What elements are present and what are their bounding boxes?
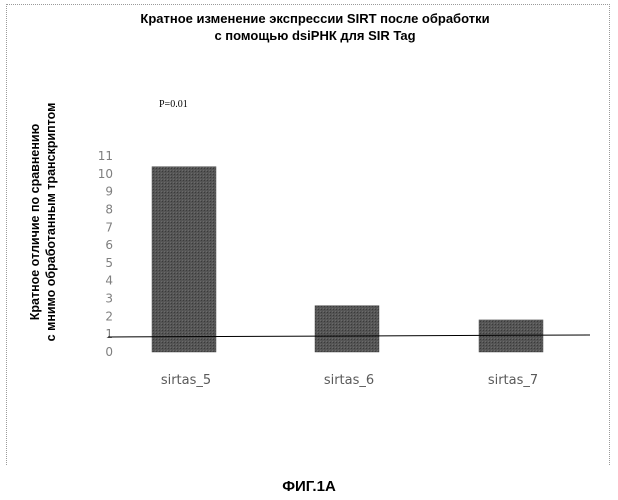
figure-caption: ФИГ.1А <box>0 478 618 495</box>
x-category-label: sirtas_5 <box>161 373 211 388</box>
x-axis-categories: sirtas_5 sirtas_6 sirtas_7 <box>161 373 538 388</box>
y-tick-label: 7 <box>105 220 113 234</box>
bar-sirtas_7 <box>479 320 543 352</box>
y-tick-label: 10 <box>98 167 113 181</box>
y-tick-label: 3 <box>105 292 113 306</box>
bars <box>152 167 543 352</box>
y-tick-label: 5 <box>105 256 113 270</box>
y-tick-label: 6 <box>105 238 113 252</box>
y-tick-label: 1 <box>105 327 113 341</box>
y-tick-label: 0 <box>105 345 113 359</box>
y-tick-label: 4 <box>105 274 113 288</box>
x-category-label: sirtas_6 <box>324 373 374 388</box>
bar-sirtas_5 <box>152 167 216 352</box>
y-tick-label: 2 <box>105 309 113 323</box>
y-tick-label: 8 <box>105 202 113 216</box>
y-tick-label: 11 <box>98 149 113 163</box>
bar-sirtas_6 <box>315 306 379 352</box>
y-axis-ticks: 0 1 2 3 4 5 6 7 8 9 10 11 <box>98 149 113 359</box>
y-tick-label: 9 <box>105 185 113 199</box>
x-category-label: sirtas_7 <box>488 373 538 388</box>
